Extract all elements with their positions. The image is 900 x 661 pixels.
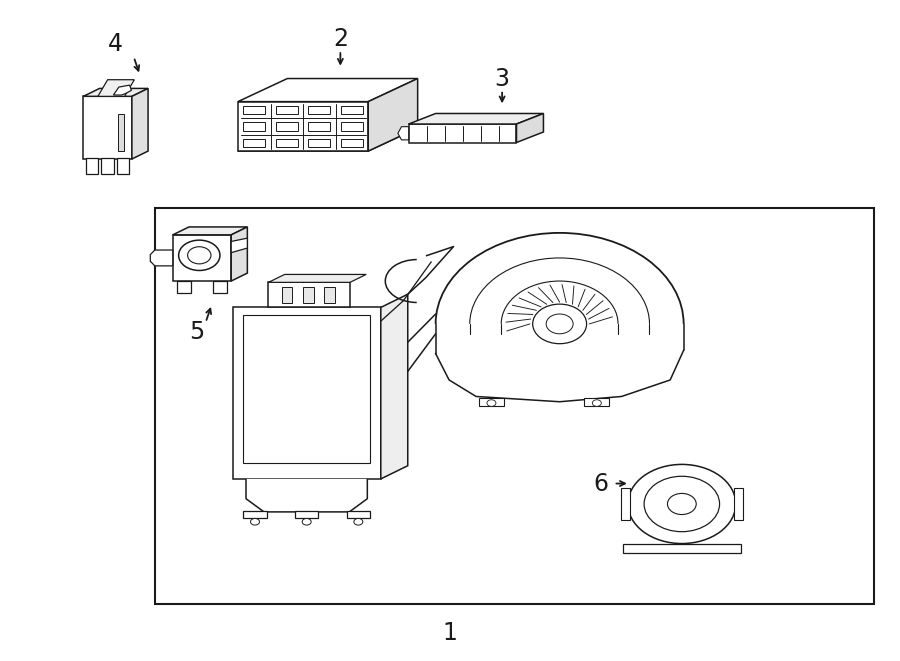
Circle shape: [487, 400, 496, 407]
Bar: [324, 287, 335, 303]
Polygon shape: [734, 488, 742, 520]
Text: 4: 4: [108, 32, 123, 56]
Polygon shape: [621, 488, 630, 520]
Polygon shape: [238, 128, 418, 151]
Circle shape: [302, 518, 311, 525]
Bar: [346, 510, 370, 518]
Text: 5: 5: [189, 320, 204, 344]
Bar: [295, 510, 319, 518]
Circle shape: [628, 465, 736, 543]
Circle shape: [592, 400, 601, 407]
Bar: [117, 158, 130, 174]
Polygon shape: [398, 127, 409, 140]
Bar: [303, 287, 313, 303]
Circle shape: [187, 247, 211, 264]
Circle shape: [644, 477, 720, 531]
Bar: [479, 399, 504, 407]
Bar: [341, 139, 363, 147]
Polygon shape: [231, 227, 248, 281]
Circle shape: [178, 240, 220, 270]
Bar: [341, 122, 363, 131]
Circle shape: [668, 493, 697, 514]
Polygon shape: [232, 307, 381, 479]
Bar: [309, 139, 330, 147]
Bar: [309, 122, 330, 131]
Bar: [243, 510, 266, 518]
Polygon shape: [409, 114, 544, 124]
Polygon shape: [409, 124, 517, 143]
Bar: [623, 543, 742, 553]
Bar: [118, 114, 124, 151]
Bar: [243, 106, 266, 114]
Polygon shape: [173, 227, 248, 235]
Bar: [243, 139, 266, 147]
Bar: [276, 122, 298, 131]
Text: 3: 3: [495, 67, 509, 91]
Bar: [243, 122, 266, 131]
Bar: [309, 106, 330, 114]
Polygon shape: [381, 294, 408, 479]
Polygon shape: [268, 282, 350, 307]
Polygon shape: [173, 235, 231, 281]
Polygon shape: [238, 102, 368, 151]
Text: 1: 1: [443, 621, 457, 644]
Bar: [276, 139, 298, 147]
Circle shape: [533, 304, 587, 344]
Circle shape: [546, 314, 573, 334]
Bar: [584, 399, 609, 407]
Polygon shape: [84, 97, 132, 159]
Bar: [156, 208, 874, 604]
Text: 6: 6: [593, 471, 608, 496]
Circle shape: [250, 518, 259, 525]
Polygon shape: [246, 479, 367, 512]
Polygon shape: [98, 80, 134, 97]
Polygon shape: [238, 79, 418, 102]
Polygon shape: [231, 238, 248, 253]
Polygon shape: [368, 79, 418, 151]
Polygon shape: [150, 250, 173, 266]
Text: 2: 2: [333, 27, 348, 51]
Bar: [243, 315, 370, 463]
Polygon shape: [213, 281, 227, 293]
Bar: [282, 287, 292, 303]
Polygon shape: [113, 85, 131, 95]
Polygon shape: [268, 274, 366, 282]
Polygon shape: [132, 89, 148, 159]
Bar: [102, 158, 114, 174]
Polygon shape: [84, 89, 148, 97]
Circle shape: [354, 518, 363, 525]
Polygon shape: [177, 281, 191, 293]
Bar: [86, 158, 98, 174]
Bar: [341, 106, 363, 114]
Polygon shape: [517, 114, 544, 143]
Bar: [276, 106, 298, 114]
